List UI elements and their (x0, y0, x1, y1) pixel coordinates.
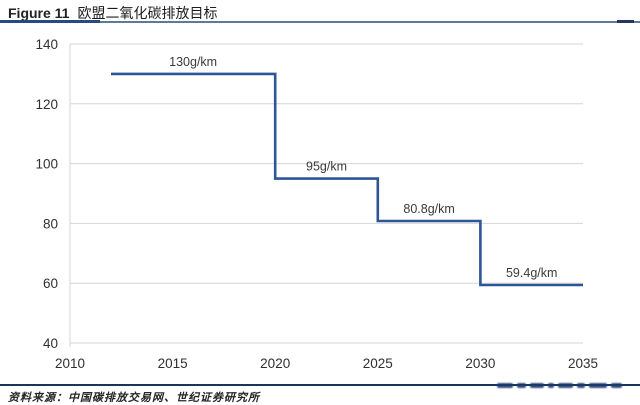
footer-divider (0, 384, 640, 386)
y-tick-label-60: 60 (43, 276, 58, 291)
header-divider (0, 21, 640, 23)
target-step-line (111, 72, 583, 287)
y-tick-label-100: 100 (35, 157, 58, 172)
y-tick-label-80: 80 (43, 216, 58, 231)
step-value-label-80.8: 80.8g/km (403, 202, 454, 216)
header-divider-left-cap (0, 20, 100, 23)
step-value-label-95: 95g/km (306, 160, 347, 174)
chart-area: 40 60 80 100 120 140 2010 2015 2020 2025 2030 2035 1… (0, 30, 640, 375)
step-value-label-130: 130g/km (169, 55, 217, 69)
y-tick-label-40: 40 (43, 336, 58, 351)
x-tick-label-2015: 2015 (158, 356, 188, 371)
watermark-smudge (497, 381, 637, 390)
y-tick-label-120: 120 (35, 97, 58, 112)
co2-target-step-chart: 40 60 80 100 120 140 2010 2015 2020 2025 2030 2035 1… (35, 37, 598, 371)
x-tick-label-2020: 2020 (260, 356, 290, 371)
x-tick-label-2010: 2010 (55, 356, 85, 371)
source-note: 资料来源：中国碳排放交易网、世纪证券研究所 (8, 392, 260, 404)
header-divider-right-cap (617, 20, 634, 23)
x-tick-label-2030: 2030 (465, 356, 495, 371)
x-tick-label-2035: 2035 (568, 356, 598, 371)
figure-number-label: Figure 11 (8, 5, 70, 21)
figure-header: Figure 11 欧盟二氧化碳排放目标 (8, 3, 218, 22)
x-tick-label-2025: 2025 (363, 356, 393, 371)
step-value-label-59.4: 59.4g/km (506, 266, 557, 280)
figure-title: 欧盟二氧化碳排放目标 (77, 6, 218, 22)
y-tick-label-140: 140 (35, 37, 58, 52)
